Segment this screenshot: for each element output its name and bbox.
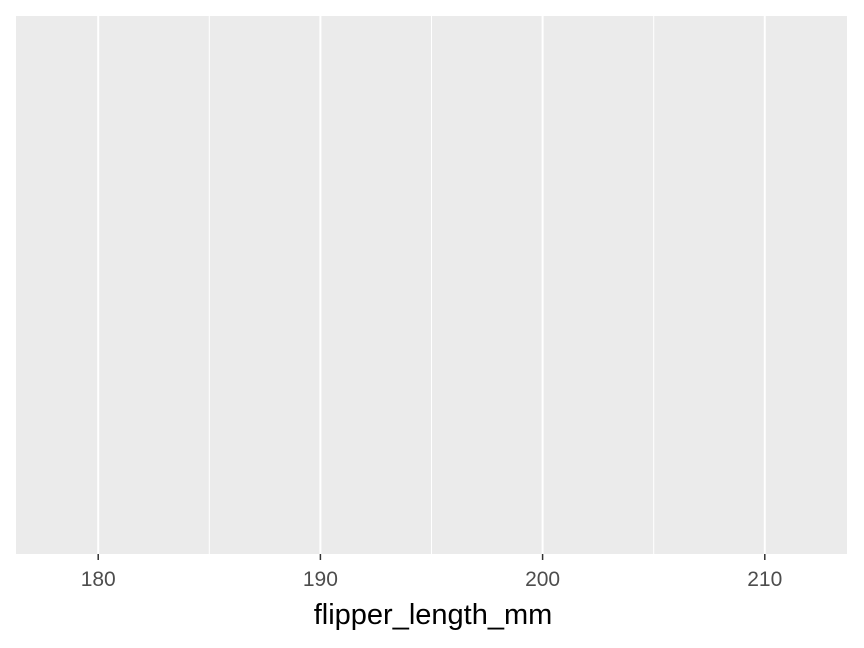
- x-tick-label: 200: [525, 568, 560, 591]
- x-tick-label: 190: [303, 568, 338, 591]
- major-grid: [97, 16, 766, 554]
- x-tick-label: 180: [81, 568, 116, 591]
- x-tick-label: 210: [747, 568, 782, 591]
- x-axis-ticks: [97, 554, 766, 560]
- minor-grid: [208, 16, 655, 554]
- x-axis-title: flipper_length_mm: [314, 599, 553, 631]
- x-axis-tick-labels: 180 190 200 210: [81, 568, 783, 591]
